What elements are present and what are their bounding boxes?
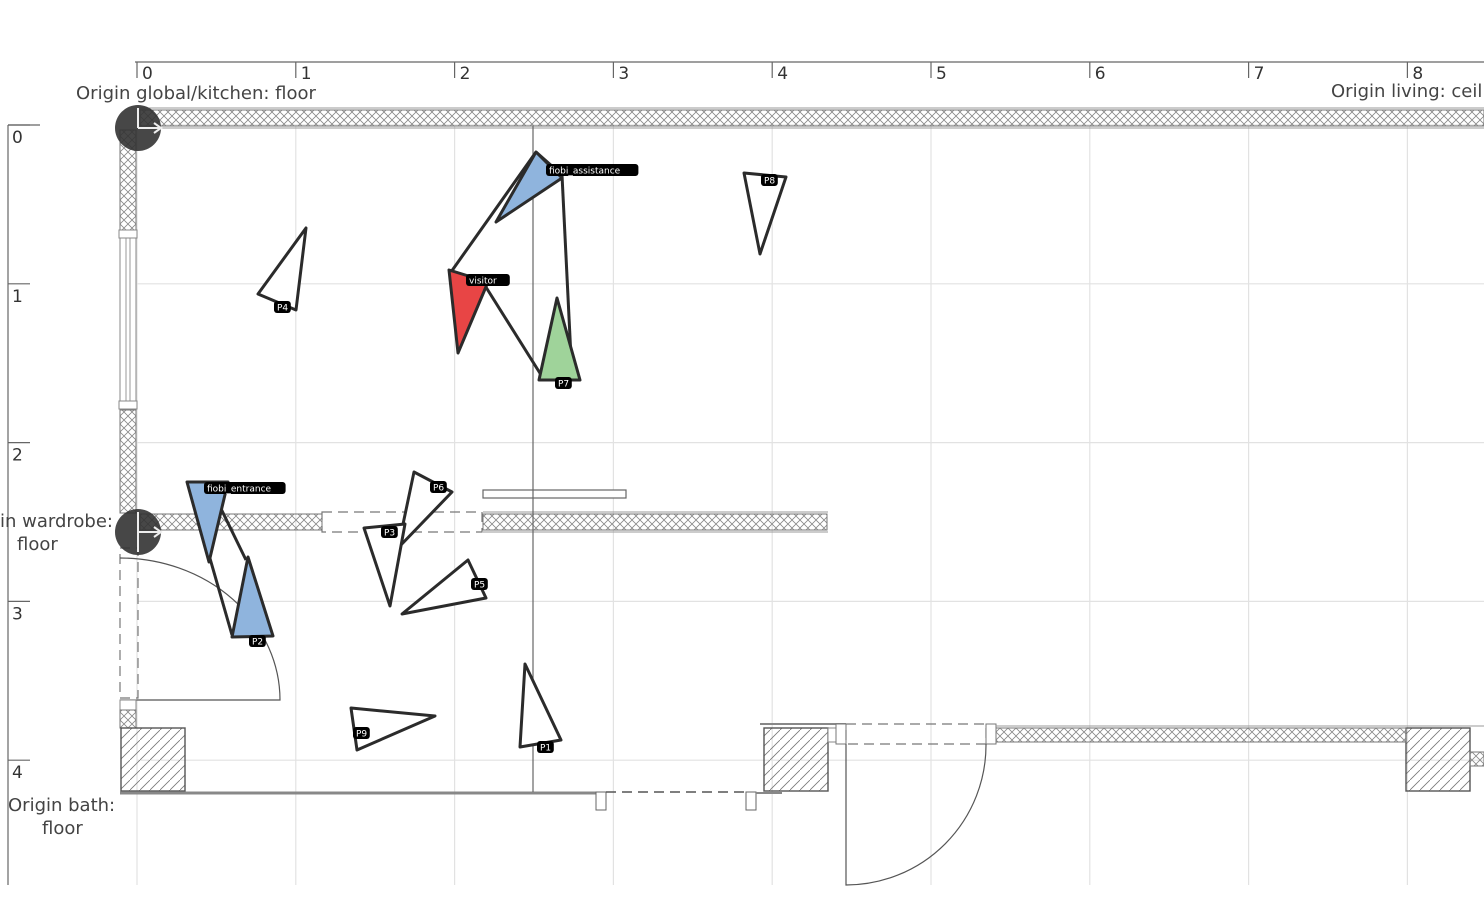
marker-p7-shape xyxy=(537,296,582,382)
marker-fiobi-assistance-shape xyxy=(494,150,564,224)
wall-top xyxy=(139,109,1484,127)
y-tick-label: 1 xyxy=(12,287,23,307)
svg-text:P6: P6 xyxy=(433,484,444,494)
x-tick-label: 3 xyxy=(618,64,629,84)
svg-text:P3: P3 xyxy=(384,529,395,539)
x-tick-label: 4 xyxy=(777,64,788,84)
marker-tag-p7: P7 xyxy=(555,377,572,390)
y-tick-label: 3 xyxy=(12,604,23,624)
x-tick-label: 7 xyxy=(1254,64,1265,84)
wall-lower-right xyxy=(995,727,1407,743)
markers xyxy=(185,150,788,752)
marker-p4-shape xyxy=(256,226,308,312)
wall-left-mid xyxy=(119,409,137,514)
x-tick-label: 1 xyxy=(301,64,312,84)
doorway-left xyxy=(119,547,139,699)
marker-tag-p4: P4 xyxy=(274,301,291,314)
marker-tag-p9: P9 xyxy=(353,727,370,740)
origin-label-bath-line1: Origin bath: xyxy=(8,795,115,816)
y-tick-label: 4 xyxy=(12,763,23,783)
door-swing-left xyxy=(119,557,281,701)
left-ruler: 0 1 2 3 4 xyxy=(7,124,40,885)
marker-tag-fiobi-entrance: fiobi_entrance xyxy=(204,482,286,495)
walls xyxy=(118,107,1484,886)
x-tick-label: 5 xyxy=(936,64,947,84)
pillar-bottom-left xyxy=(120,727,186,792)
origin-label-global: Origin global/kitchen: floor xyxy=(76,83,317,104)
wall-middle xyxy=(482,513,828,531)
y-tick-label: 0 xyxy=(12,128,23,148)
svg-text:fiobi_entrance: fiobi_entrance xyxy=(207,485,272,495)
svg-text:P5: P5 xyxy=(474,581,485,591)
marker-tag-visitor: visitor xyxy=(466,274,510,287)
svg-text:P1: P1 xyxy=(540,744,551,754)
origin-marker-wardrobe xyxy=(115,509,163,555)
svg-text:P4: P4 xyxy=(277,304,288,314)
svg-text:P7: P7 xyxy=(558,380,569,390)
marker-tag-p1: P1 xyxy=(537,741,554,754)
x-tick-label: 8 xyxy=(1412,64,1423,84)
pillar-bottom-middle xyxy=(763,727,829,792)
marker-p1-shape xyxy=(518,662,563,749)
svg-text:fiobi_assistance: fiobi_assistance xyxy=(549,167,621,177)
x-tick-label: 0 xyxy=(142,64,153,84)
y-tick-label: 2 xyxy=(12,446,23,466)
door-swing-living xyxy=(845,743,987,886)
origin-label-bath-line2: floor xyxy=(42,818,83,839)
top-ruler: 0 1 2 3 4 5 6 7 8 xyxy=(135,61,1484,84)
marker-tag-p2: P2 xyxy=(249,635,266,648)
origin-marker-global xyxy=(115,105,163,151)
x-tick-label: 6 xyxy=(1095,64,1106,84)
svg-text:visitor: visitor xyxy=(469,277,497,287)
marker-p2-shape xyxy=(230,555,275,639)
marker-tag-p3: P3 xyxy=(381,526,398,539)
doorway-living xyxy=(845,723,987,745)
svg-text:P2: P2 xyxy=(252,638,263,648)
origin-label-wardrobe-line2: floor xyxy=(17,534,58,555)
svg-text:P8: P8 xyxy=(764,177,775,187)
svg-text:P9: P9 xyxy=(356,730,367,740)
window-left xyxy=(119,229,137,409)
marker-tag-fiobi-assistance: fiobi_assistance xyxy=(546,164,639,177)
marker-tag-p5: P5 xyxy=(471,578,488,591)
shelf xyxy=(482,489,627,499)
marker-tag-p8: P8 xyxy=(761,174,778,187)
origin-label-living: Origin living: ceil xyxy=(1331,81,1482,102)
pillar-bottom-right xyxy=(1405,727,1471,792)
origin-label-wardrobe-line1: in wardrobe: xyxy=(0,511,113,532)
marker-tag-p6: P6 xyxy=(430,481,447,494)
x-tick-label: 2 xyxy=(460,64,471,84)
marker-tags: fiobi_assistance fiobi_entrance visitor P1 P… xyxy=(204,164,778,754)
